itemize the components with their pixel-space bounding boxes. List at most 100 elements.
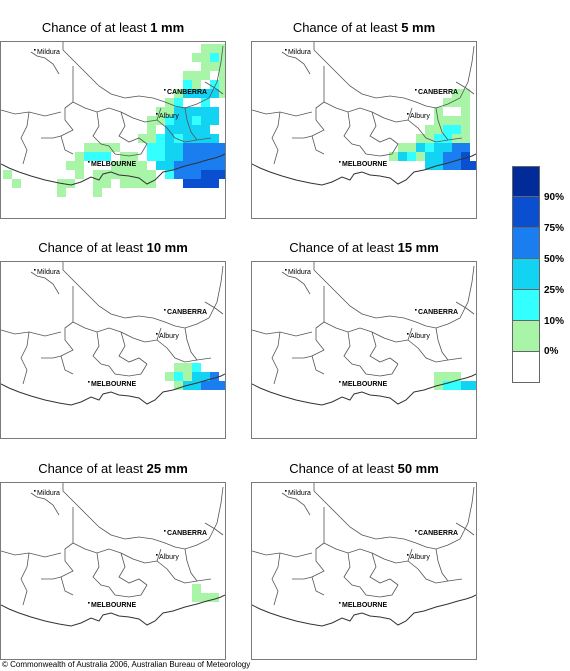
district-boundary: [323, 321, 397, 343]
probability-cell: [461, 143, 470, 152]
probability-cell: [165, 170, 174, 179]
canberra-marker: [164, 89, 166, 91]
probability-cell: [120, 170, 129, 179]
probability-cell: [111, 161, 120, 170]
coastline: [1, 153, 225, 186]
probability-cell: [129, 152, 138, 161]
legend-swatch-90: [512, 197, 540, 228]
probability-cell: [147, 134, 156, 143]
probability-cell: [425, 152, 434, 161]
probability-cell: [156, 134, 165, 143]
probability-cell: [210, 62, 219, 71]
probability-cell: [210, 179, 219, 188]
legend: [512, 166, 540, 383]
probability-cell: [156, 107, 165, 116]
probability-cell: [407, 152, 416, 161]
probability-cell: [461, 107, 470, 116]
district-boundary: [281, 51, 311, 75]
district-boundary: [156, 327, 162, 341]
district-boundary: [20, 331, 30, 385]
probability-cell: [443, 372, 452, 381]
probability-cell: [398, 152, 407, 161]
district-boundary: [323, 101, 397, 123]
probability-cell: [156, 161, 165, 170]
probability-cell: [210, 143, 219, 152]
probability-cell: [210, 89, 219, 98]
district-boundary: [313, 483, 475, 550]
probability-cell: [201, 170, 210, 179]
probability-cell: [129, 161, 138, 170]
probability-cell: [165, 107, 174, 116]
probability-cell: [84, 143, 93, 152]
district-boundary: [62, 262, 224, 329]
panel-title-5mm: Chance of at least 5 mm: [251, 20, 477, 35]
probability-cell: [174, 98, 183, 107]
probability-cell: [201, 98, 210, 107]
probability-cell: [210, 116, 219, 125]
district-boundary: [20, 552, 30, 606]
district-boundary: [455, 81, 475, 95]
mildura-label: Mildura: [288, 49, 311, 56]
probability-cell: [75, 152, 84, 161]
canberra-marker: [415, 530, 417, 532]
probability-cell: [93, 152, 102, 161]
probability-cell: [425, 143, 434, 152]
legend-swatch-top: [512, 166, 540, 197]
panel-title-prefix: Chance of at least: [289, 461, 398, 476]
probability-cell: [129, 179, 138, 188]
melbourne-marker: [88, 161, 90, 163]
district-boundary: [204, 81, 224, 95]
map-svg: Mildura CANBERRA Albury MELBOURNE: [252, 483, 476, 627]
probability-cell: [201, 161, 210, 170]
district-boundary: [407, 107, 413, 121]
probability-cell: [147, 170, 156, 179]
district-boundary: [108, 363, 148, 377]
probability-cell: [192, 584, 201, 593]
district-boundary: [1, 550, 62, 558]
district-boundary: [1, 329, 62, 337]
probability-cell: [192, 107, 201, 116]
probability-cell: [192, 53, 201, 62]
probability-cell: [461, 98, 470, 107]
probability-cell: [201, 593, 210, 602]
melbourne-marker: [88, 602, 90, 604]
district-boundary: [407, 327, 413, 341]
probability-cell: [129, 170, 138, 179]
district-boundary: [292, 576, 313, 580]
probability-cell: [66, 161, 75, 170]
district-boundary: [72, 321, 146, 343]
probability-cell: [183, 125, 192, 134]
district-boundary: [41, 355, 62, 359]
coastline: [252, 153, 476, 186]
probability-cell: [120, 152, 129, 161]
melbourne-label: MELBOURNE: [91, 602, 136, 609]
panel-title-amount: 10 mm: [146, 240, 188, 255]
probability-cell: [443, 381, 452, 390]
probability-cell: [102, 143, 111, 152]
mildura-marker: [34, 49, 36, 51]
probability-cell: [219, 143, 225, 152]
district-boundary: [60, 542, 74, 596]
probability-cell: [461, 116, 470, 125]
probability-cell: [174, 170, 183, 179]
panel-title-prefix: Chance of at least: [38, 240, 147, 255]
legend-label-75: 75%: [544, 223, 565, 234]
district-boundary: [72, 101, 146, 123]
probability-cell: [120, 161, 129, 170]
coastline: [252, 594, 476, 627]
albury-label: Albury: [159, 113, 179, 120]
mildura-label: Mildura: [288, 269, 311, 276]
district-boundary: [359, 584, 399, 598]
probability-cell: [147, 125, 156, 134]
district-boundary: [41, 576, 62, 580]
probability-cell: [174, 125, 183, 134]
probability-cell: [398, 143, 407, 152]
probability-cell: [210, 152, 219, 161]
probability-cell: [452, 143, 461, 152]
district-boundary: [20, 111, 30, 165]
probability-cell: [201, 372, 210, 381]
probability-cell: [416, 152, 425, 161]
district-boundary: [30, 271, 60, 295]
panel-title-50mm: Chance of at least 50 mm: [251, 461, 477, 476]
district-boundary: [252, 550, 313, 558]
